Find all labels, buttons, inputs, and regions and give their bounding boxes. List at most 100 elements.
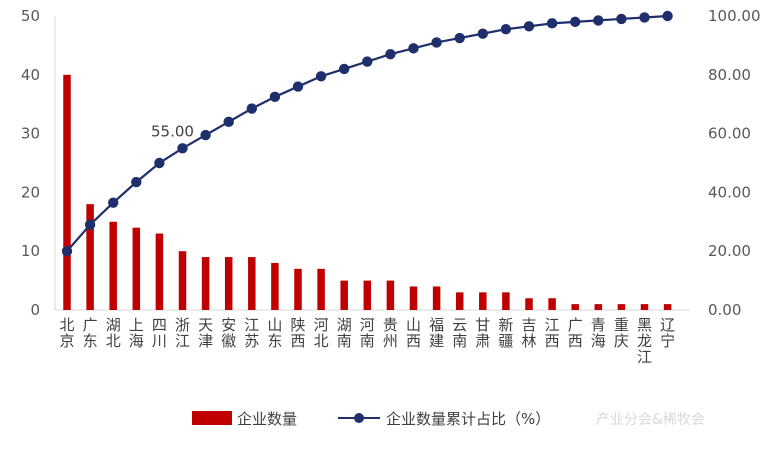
bar	[386, 280, 395, 310]
line-point	[61, 246, 73, 257]
line-point	[246, 103, 257, 114]
x-tick-label: 黑龙江	[637, 316, 652, 366]
x-tick-label: 陕西	[290, 316, 305, 350]
x-tick-label: 辽宁	[660, 316, 675, 350]
x-tick-label: 湖北	[106, 316, 121, 350]
left-axis-tick-label: 20	[21, 183, 40, 201]
line-point	[385, 49, 396, 60]
watermark-text: 产业分会&稀牧会	[596, 412, 705, 428]
x-tick-label: 甘肃	[475, 316, 490, 350]
right-axis-tick-label: 40.00	[708, 183, 751, 201]
bar	[663, 304, 672, 310]
bar	[571, 304, 579, 310]
x-tick-label: 云南	[452, 316, 467, 350]
x-tick-label: 浙江	[175, 316, 190, 350]
line-point	[408, 43, 419, 54]
left-axis-tick-label: 50	[21, 7, 40, 25]
x-tick-label: 上海	[129, 316, 144, 350]
x-tick-label: 天津	[198, 316, 213, 350]
legend-line-marker	[354, 413, 364, 423]
x-tick-label: 广东	[83, 316, 98, 350]
line-point	[593, 15, 604, 26]
line-point	[292, 81, 304, 92]
line-point	[339, 63, 350, 75]
x-tick-label: 河北	[314, 316, 329, 350]
x-axis-category-labels: 北京广东湖北上海四川浙江天津安徽江苏山东陕西河北湖南河南贵州山西福建云南甘肃新疆…	[59, 316, 675, 366]
left-axis-tick-label: 30	[21, 125, 40, 143]
x-tick-label: 江苏	[244, 316, 259, 350]
line-point	[477, 28, 488, 39]
cumulative-line-series	[61, 10, 673, 257]
line-point	[177, 143, 188, 154]
left-axis-tick-label: 10	[21, 242, 40, 260]
right-axis-ticks: 0.00 20.00 40.00 60.00 80.00 100.00	[708, 7, 761, 319]
legend-line-label: 企业数量累计占比（%）	[386, 410, 550, 428]
bar	[132, 227, 141, 310]
left-axis: 0 10 20 30 40 50	[21, 7, 56, 319]
x-tick-label: 重庆	[614, 316, 629, 350]
bar	[525, 298, 533, 310]
x-tick-label: 贵州	[383, 316, 398, 350]
line-point	[315, 71, 327, 82]
bar	[479, 292, 487, 310]
line-point	[108, 197, 119, 208]
line-point	[269, 91, 281, 103]
line-point	[362, 56, 373, 67]
bar	[63, 74, 71, 310]
right-axis-tick-label: 0.00	[708, 301, 741, 319]
bar	[178, 251, 187, 310]
bar	[617, 304, 626, 310]
right-axis-tick-label: 20.00	[708, 242, 751, 260]
line-point	[131, 176, 142, 188]
legend-bar-label: 企业数量	[237, 410, 297, 428]
bar	[201, 257, 210, 310]
annotations: 55.00	[151, 122, 194, 140]
x-tick-label: 湖南	[337, 316, 352, 350]
right-axis-tick-label: 80.00	[708, 66, 751, 84]
legend: 企业数量 企业数量累计占比（%） 产业分会&稀牧会	[192, 410, 705, 428]
left-axis-tick-label: 0	[30, 301, 40, 319]
line-point	[639, 12, 650, 23]
x-tick-label: 山西	[406, 316, 421, 350]
x-tick-label: 山东	[267, 316, 282, 350]
bar	[432, 286, 441, 310]
bar	[86, 204, 94, 310]
x-tick-label: 北京	[59, 316, 74, 350]
line-point	[154, 157, 165, 169]
x-tick-label: 四川	[152, 316, 167, 350]
x-tick-label: 福建	[429, 316, 444, 350]
bar	[594, 304, 603, 310]
bar	[363, 280, 372, 310]
data-annotation-label: 55.00	[151, 122, 194, 140]
right-axis-tick-label: 100.00	[708, 7, 761, 25]
x-tick-label: 青海	[591, 316, 606, 350]
line-point	[523, 21, 535, 32]
bar-series	[63, 74, 672, 310]
line-point	[662, 10, 673, 22]
line-point	[570, 16, 581, 28]
bar	[224, 257, 233, 310]
bar	[340, 280, 348, 310]
x-tick-label: 吉林	[521, 316, 536, 350]
bar	[409, 286, 418, 310]
bar	[640, 304, 649, 310]
line-point	[84, 219, 96, 230]
bar	[317, 268, 325, 310]
line-point	[616, 13, 627, 25]
line-point	[500, 24, 512, 35]
bar	[271, 262, 279, 310]
bar	[294, 268, 302, 310]
line-point	[431, 37, 442, 48]
line-point	[200, 129, 211, 141]
bar	[248, 257, 256, 310]
left-axis-tick-label: 40	[21, 66, 40, 84]
bar	[109, 221, 117, 310]
right-axis: 0.00 20.00 40.00 60.00 80.00 100.00	[708, 7, 761, 319]
bar	[455, 292, 464, 310]
x-tick-label: 广西	[568, 316, 583, 350]
x-tick-label: 新疆	[498, 316, 513, 350]
x-tick-label: 安徽	[221, 316, 236, 350]
x-tick-label: 河南	[360, 316, 375, 350]
line-point	[546, 18, 558, 29]
